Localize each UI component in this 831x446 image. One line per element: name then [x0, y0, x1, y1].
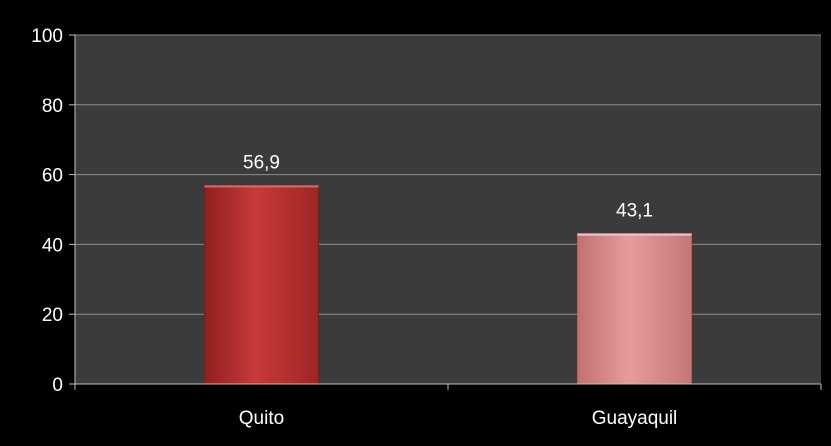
axes: [69, 34, 822, 390]
y-tick-label: 0: [52, 375, 63, 396]
x-category-label: Quito: [239, 408, 284, 429]
y-tick-label: 80: [42, 96, 63, 117]
data-label-quito: 56,9: [243, 152, 280, 173]
bars: [204, 184, 692, 385]
y-tick-label: 60: [42, 166, 63, 187]
y-tick-label: 20: [42, 305, 63, 326]
y-tick-label: 40: [42, 235, 63, 256]
data-label-guayaquil: 43,1: [616, 201, 653, 222]
plot-area: [75, 35, 821, 384]
bar-quito: [204, 184, 319, 385]
bar-guayaquil: [577, 233, 692, 385]
x-category-label: Guayaquil: [592, 408, 678, 429]
y-tick-label: 100: [31, 26, 63, 47]
gridlines: [75, 34, 821, 315]
labels: 0 20 40 60 80 100 56,9 Quito 43,1 Guayaquil: [31, 26, 677, 429]
